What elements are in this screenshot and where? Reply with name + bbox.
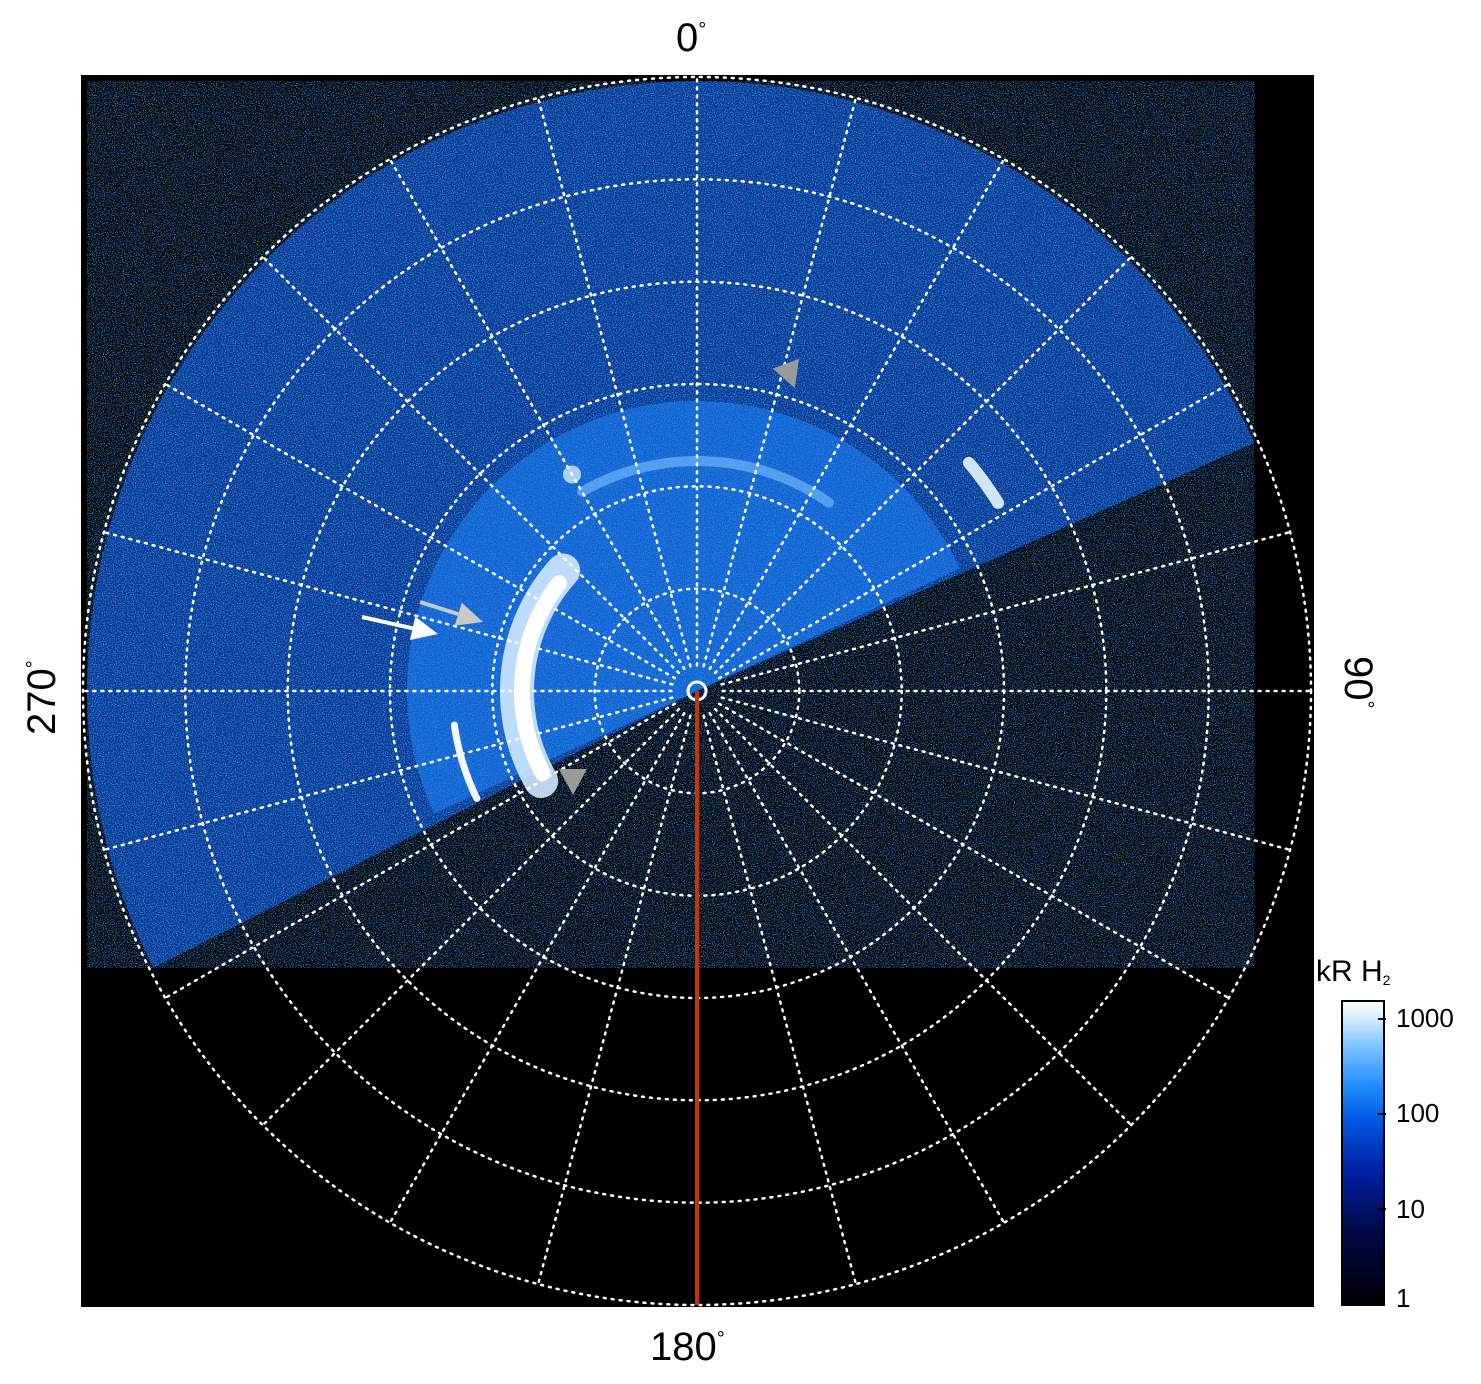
grid-spoke [702, 96, 858, 668]
white-arrow-shaft [361, 615, 414, 631]
colorbar-tick-1000: 1000 [1396, 1003, 1454, 1033]
grid-spoke [164, 382, 677, 680]
grid-spoke [717, 702, 1230, 1000]
dawn-arc-glow [577, 456, 834, 508]
grid-ring [184, 178, 1210, 1204]
grid-spoke [164, 702, 677, 1000]
grid-spoke [708, 711, 1006, 1224]
grid-spoke [717, 382, 1230, 680]
grid-spoke [720, 696, 1292, 852]
colorbar-tick-mark [1378, 1113, 1386, 1115]
white-arrow-head [410, 616, 438, 641]
grid-spoke [388, 158, 686, 671]
angle-label-180: 180° [650, 1325, 725, 1369]
grey-arrow-head [454, 602, 483, 626]
grid-spoke [102, 530, 674, 686]
polar-grid [81, 75, 1313, 1307]
angle-label-0: 0° [676, 16, 707, 60]
colorbar-tick-mark [1378, 1208, 1386, 1210]
dawn-bright-patch [962, 456, 1005, 509]
grid-spoke [261, 255, 681, 675]
grid-ring [81, 75, 1313, 1307]
colorbar-title: kR H2 [1316, 955, 1391, 988]
grid-spoke [720, 530, 1292, 686]
grid-spoke [708, 158, 1006, 671]
outer-auroral-arc [450, 721, 481, 802]
angle-label-270: 270° [20, 660, 64, 735]
grid-spoke [702, 714, 858, 1286]
grey-arrow [419, 600, 483, 626]
grey-triangle-marker [772, 358, 800, 389]
grid-spoke [713, 707, 1133, 1127]
white-arrow [361, 615, 438, 641]
emission-inner-glow [407, 401, 960, 814]
grid-spoke [713, 255, 1133, 675]
grey-triangle-marker [559, 769, 587, 795]
grid-spoke [388, 711, 686, 1224]
colorbar-tick-mark [1378, 1018, 1386, 1020]
grid-spoke [261, 707, 681, 1127]
grey-arrow-shaft [419, 600, 459, 617]
colorbar [1341, 1000, 1385, 1306]
main-auroral-arc [513, 575, 568, 782]
colorbar-tick-1: 1 [1396, 1283, 1411, 1313]
grid-spoke [536, 96, 692, 668]
grid-spoke [102, 696, 674, 852]
colorbar-tick-10: 10 [1396, 1194, 1425, 1224]
grid-spoke [536, 714, 692, 1286]
auroral-emission-layer [87, 81, 1255, 968]
angle-label-90: 90° [1336, 656, 1380, 709]
annotation-markers [361, 358, 800, 795]
colorbar-tick-100: 100 [1396, 1098, 1440, 1128]
